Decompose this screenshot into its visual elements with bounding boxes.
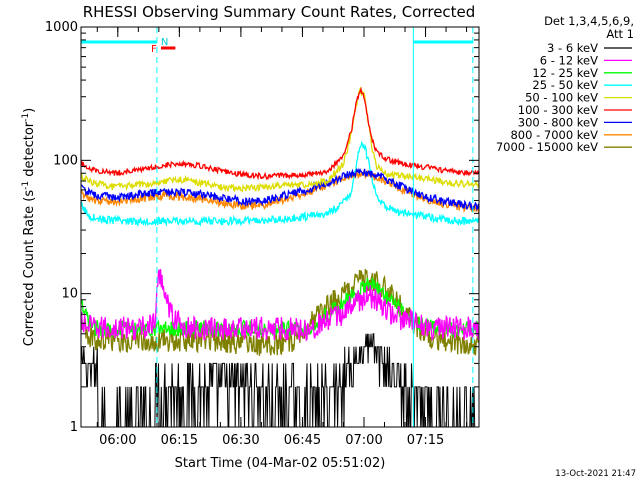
night-label: N	[161, 37, 168, 48]
legend-label-6: 300 - 800 keV	[518, 115, 598, 129]
legend-label-3: 25 - 50 keV	[532, 78, 598, 92]
series-line-0	[81, 333, 479, 427]
y-tick-label-2: 100	[53, 153, 78, 168]
chart-title: RHESSI Observing Summary Count Rates, Co…	[83, 3, 476, 21]
series-line-6	[81, 167, 479, 212]
series-line-4	[81, 86, 479, 193]
series-line-5	[81, 86, 479, 181]
y-label-sup2: -1	[21, 113, 31, 122]
y-tick-label-0: 1	[70, 420, 78, 435]
legend-label-2: 12 - 25 keV	[532, 66, 598, 80]
y-tick-label-3: 1000	[45, 20, 78, 35]
series-line-1	[81, 269, 479, 342]
x-tick-label-2: 06:30	[222, 433, 259, 448]
legend-label-7: 800 - 7000 keV	[510, 128, 598, 142]
x-tick-label-0: 06:00	[99, 433, 136, 448]
x-tick-label-1: 06:15	[161, 433, 198, 448]
legend-label-5: 100 - 300 keV	[518, 103, 598, 117]
flare-label: F	[151, 44, 157, 55]
series-line-3	[81, 140, 479, 228]
legend-header-1: Det 1,3,4,5,6,9,	[544, 14, 634, 28]
tick-layer: 06:00 06:15 06:30 06:45 07:00 07:15 1 10 100 1000	[45, 20, 479, 448]
x-tick-label-4: 07:00	[345, 433, 382, 448]
legend-label-0: 3 - 6 keV	[547, 41, 598, 55]
x-axis-label: Start Time (04-Mar-02 05:51:02)	[175, 456, 386, 471]
y-label-sup1: -1	[21, 181, 31, 190]
legend-label-4: 50 - 100 keV	[525, 91, 598, 105]
marker-layer: NF	[81, 27, 474, 427]
footer-timestamp: 13-Oct-2021 21:47	[555, 469, 636, 479]
y-label-part2: detector	[22, 121, 37, 181]
y-tick-label-1: 10	[61, 287, 78, 302]
x-tick-label-5: 07:15	[407, 433, 444, 448]
y-label-part3: )	[22, 108, 37, 113]
series-line-8	[81, 269, 479, 356]
legend-label-8: 7000 - 15000 keV	[496, 140, 598, 154]
x-tick-label-3: 06:45	[284, 433, 321, 448]
plot-frame	[80, 26, 480, 428]
legend-label-1: 6 - 12 keV	[540, 53, 598, 67]
y-axis-label: Corrected Count Rate (s-1 detector-1)	[21, 108, 37, 346]
legend-header-2: Att 1	[606, 27, 634, 41]
y-label-part1: Corrected Count Rate (s	[22, 190, 37, 347]
data-layer	[81, 86, 479, 427]
